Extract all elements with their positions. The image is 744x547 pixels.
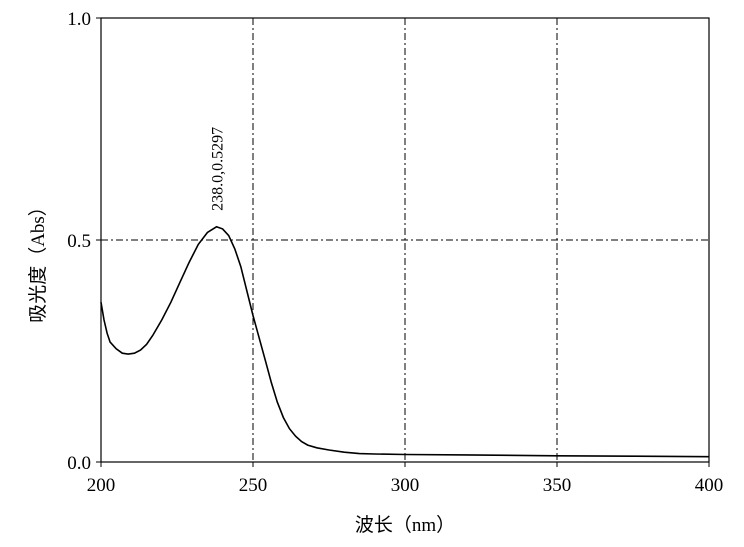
x-axis-ticks: 200 250 300 350 400 <box>87 462 724 496</box>
y-axis-title: 吸光度（Abs） <box>27 197 49 323</box>
x-tick-label: 400 <box>695 475 724 496</box>
x-tick-label: 250 <box>239 475 268 496</box>
x-axis-title: 波长（nm） <box>355 514 455 536</box>
y-axis-ticks: 0.0 0.5 1.0 <box>67 9 101 474</box>
grid-lines <box>101 18 709 462</box>
x-tick-label: 300 <box>391 475 420 496</box>
y-tick-label: 0.0 <box>67 453 91 474</box>
y-tick-label: 0.5 <box>67 231 91 252</box>
x-tick-label: 350 <box>543 475 572 496</box>
x-tick-label: 200 <box>87 475 116 496</box>
series-line <box>100 225 710 458</box>
y-tick-label: 1.0 <box>67 9 91 30</box>
peak-annotation: 238.0,0.5297 <box>210 127 227 211</box>
annotations: 238.0,0.5297 <box>210 127 227 211</box>
